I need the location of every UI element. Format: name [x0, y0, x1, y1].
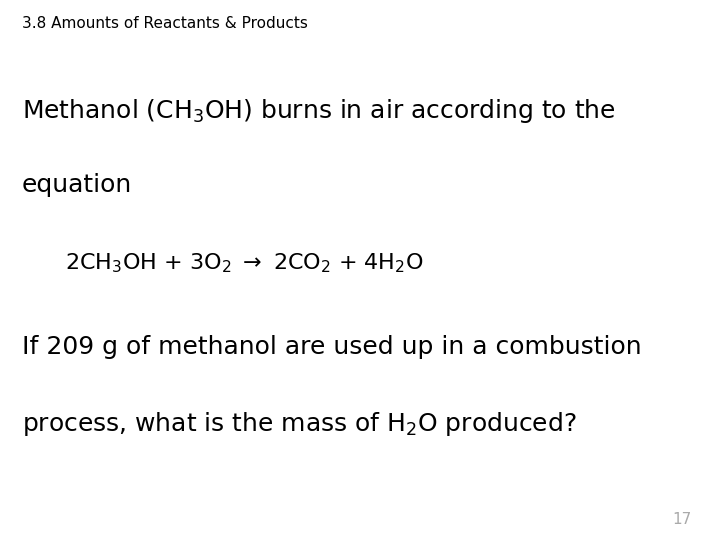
Text: process, what is the mass of H$_2$O produced?: process, what is the mass of H$_2$O prod…	[22, 410, 576, 438]
Text: 2CH$_3$OH + 3O$_2$ $\rightarrow$ 2CO$_2$ + 4H$_2$O: 2CH$_3$OH + 3O$_2$ $\rightarrow$ 2CO$_2$…	[65, 251, 423, 275]
Text: equation: equation	[22, 173, 132, 197]
Text: 3.8 Amounts of Reactants & Products: 3.8 Amounts of Reactants & Products	[22, 16, 307, 31]
Text: 17: 17	[672, 511, 691, 526]
Text: Methanol (CH$_3$OH) burns in air according to the: Methanol (CH$_3$OH) burns in air accordi…	[22, 97, 616, 125]
Text: If 209 g of methanol are used up in a combustion: If 209 g of methanol are used up in a co…	[22, 335, 642, 359]
